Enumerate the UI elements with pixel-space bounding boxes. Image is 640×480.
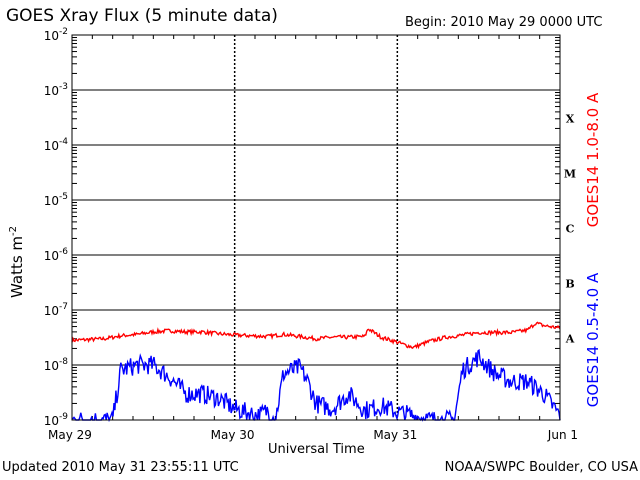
y-tick-base: 10 bbox=[44, 29, 59, 43]
x-tick-label: May 29 bbox=[48, 428, 92, 442]
y-tick-label: 10-3 bbox=[44, 82, 68, 98]
flare-class-label: A bbox=[565, 333, 575, 346]
y-tick-label: 10-8 bbox=[44, 357, 69, 373]
flare-class-label: X bbox=[566, 113, 575, 126]
y-tick-base: 10 bbox=[44, 194, 59, 208]
plot-frame bbox=[71, 34, 561, 421]
y-tick-base: 10 bbox=[44, 304, 59, 318]
y-tick-base: 10 bbox=[44, 359, 59, 373]
legend-series-1: GOES14 1.0-8.0 A bbox=[584, 92, 602, 227]
y-tick-base: 10 bbox=[44, 139, 59, 153]
chart-title: GOES Xray Flux (5 minute data) bbox=[6, 6, 278, 26]
x-axis-title: Universal Time bbox=[268, 442, 365, 457]
y-axis-title-exponent: -2 bbox=[8, 226, 19, 236]
credit-label: NOAA/SWPC Boulder, CO USA bbox=[444, 460, 638, 475]
y-tick-exponent: -7 bbox=[59, 302, 68, 312]
y-axis-title: Watts m-2 bbox=[8, 226, 26, 298]
legend-series-2: GOES14 0.5-4.0 A bbox=[584, 272, 602, 407]
y-axis-title-text: Watts m bbox=[8, 236, 26, 298]
x-tick-label: May 30 bbox=[211, 428, 255, 442]
series-line-2 bbox=[71, 348, 561, 423]
series-layer bbox=[71, 321, 561, 423]
updated-timestamp: Updated 2010 May 31 23:55:11 UTC bbox=[2, 460, 239, 475]
flare-class-label: M bbox=[564, 168, 576, 181]
y-tick-exponent: -4 bbox=[59, 137, 68, 147]
y-tick-exponent: -8 bbox=[59, 357, 68, 367]
y-tick-exponent: -3 bbox=[59, 82, 68, 92]
y-tick-base: 10 bbox=[44, 414, 59, 428]
y-tick-label: 10-9 bbox=[44, 412, 69, 428]
flare-class-label: B bbox=[565, 278, 574, 291]
y-tick-label: 10-6 bbox=[44, 247, 69, 263]
series-line-1 bbox=[71, 321, 561, 350]
x-tick-label: Jun 1 bbox=[547, 428, 578, 442]
grid-layer bbox=[72, 35, 560, 420]
y-tick-label: 10-2 bbox=[44, 27, 68, 43]
y-tick-base: 10 bbox=[44, 249, 59, 263]
x-tick-label: May 31 bbox=[373, 428, 417, 442]
flare-class-label: C bbox=[566, 223, 575, 236]
y-tick-exponent: -2 bbox=[59, 27, 68, 37]
y-tick-label: 10-7 bbox=[44, 302, 68, 318]
y-tick-label: 10-4 bbox=[44, 137, 69, 153]
y-tick-exponent: -5 bbox=[59, 192, 68, 202]
y-tick-exponent: -9 bbox=[59, 412, 68, 422]
y-tick-label: 10-5 bbox=[44, 192, 68, 208]
y-tick-exponent: -6 bbox=[59, 247, 68, 257]
begin-time-label: Begin: 2010 May 29 0000 UTC bbox=[405, 15, 603, 30]
y-tick-base: 10 bbox=[44, 84, 59, 98]
